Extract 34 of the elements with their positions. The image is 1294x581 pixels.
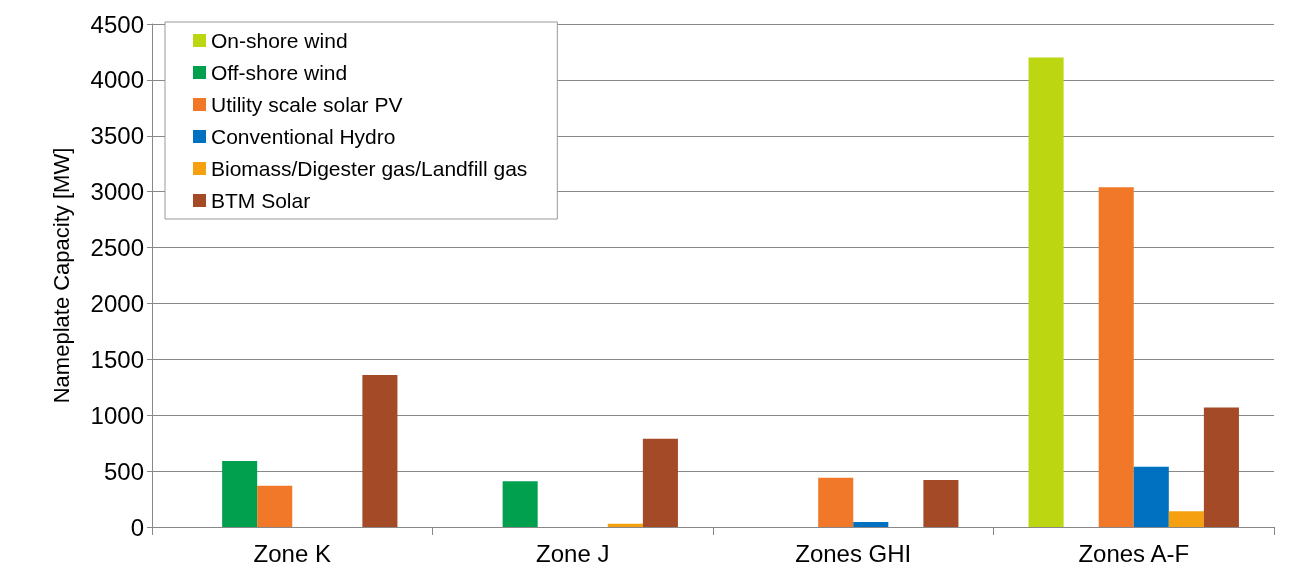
x-tick-label: Zone J	[536, 539, 610, 567]
bar	[642, 438, 678, 527]
y-tick-label: 2500	[90, 234, 144, 262]
y-axis-title: Nameplate Capacity [MW]	[48, 147, 74, 404]
bar	[1203, 407, 1239, 527]
x-tick-label: Zones A-F	[1078, 539, 1190, 567]
legend-label: Utility scale solar PV	[211, 93, 403, 116]
y-tick-label: 500	[103, 457, 144, 485]
y-tick-label: 3500	[90, 122, 144, 150]
bar	[222, 461, 258, 527]
bar	[818, 477, 854, 527]
bar	[362, 374, 398, 527]
bar	[1098, 187, 1134, 527]
bar	[1028, 57, 1064, 527]
x-tick-label: Zones GHI	[795, 539, 912, 567]
bar	[853, 521, 889, 527]
bar	[257, 485, 293, 527]
y-tick-label: 4000	[90, 66, 144, 94]
bar	[1168, 511, 1204, 527]
legend-label: Biomass/Digester gas/Landfill gas	[211, 157, 528, 180]
y-tick-label: 1000	[90, 401, 144, 429]
y-tick-label: 4500	[90, 10, 144, 38]
bar	[1133, 466, 1169, 527]
legend-label: Conventional Hydro	[211, 125, 396, 148]
y-tick-label: 2000	[90, 289, 144, 317]
bar	[923, 480, 959, 527]
legend-label: Off-shore wind	[211, 61, 348, 84]
legend-label: BTM Solar	[211, 189, 311, 212]
x-tick-label: Zone K	[253, 539, 331, 567]
legend-label: On-shore wind	[211, 29, 348, 52]
bar	[502, 481, 538, 527]
y-tick-label: 3000	[90, 178, 144, 206]
y-tick-label: 0	[130, 513, 144, 541]
y-tick-label: 1500	[90, 345, 144, 373]
